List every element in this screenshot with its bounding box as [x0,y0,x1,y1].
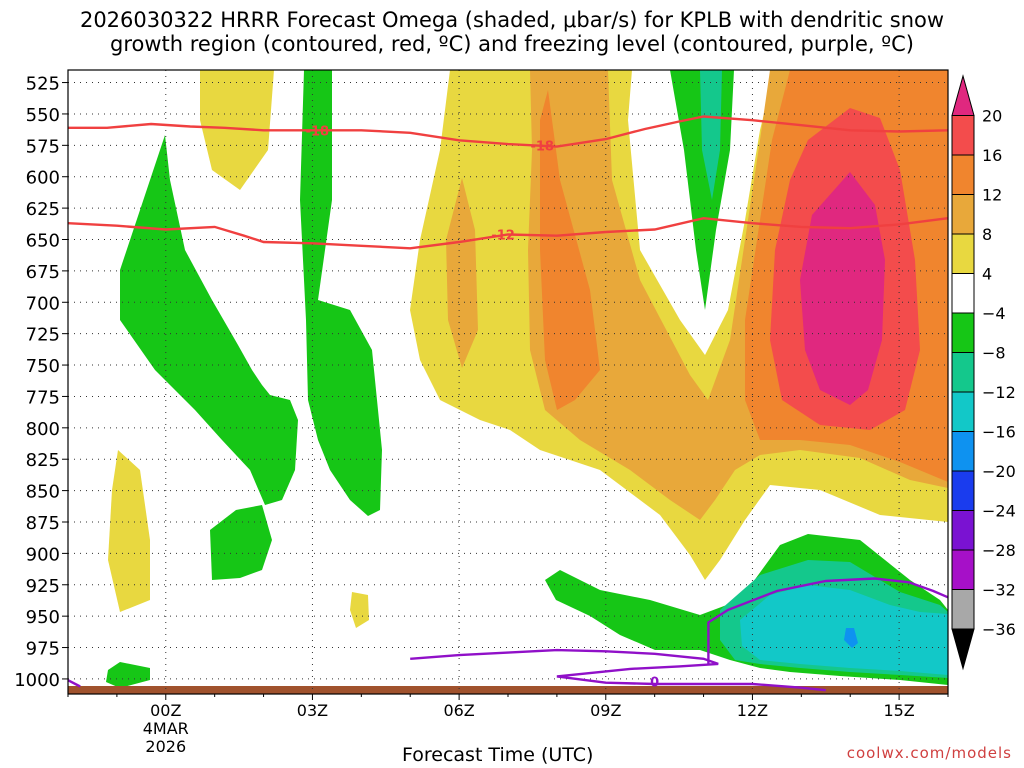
chart-title: 2026030322 HRRR Forecast Omega (shaded, … [0,8,1024,56]
y-tick-label: 925 [26,576,60,597]
y-tick-label: 975 [26,639,60,660]
colorbar-label: −8 [982,344,1006,363]
colorbar-swatch [951,431,975,472]
colorbar-label: −28 [982,541,1016,560]
colorbar-label: −12 [982,383,1016,402]
x-tick-label: 03Z [297,701,328,720]
y-tick-label: 850 [26,482,60,503]
colorbar-swatch [951,154,975,195]
omega-shading [68,70,948,694]
colorbar-swatch [951,233,975,274]
colorbar-bottom-arrow [951,628,975,671]
y-tick-label: 525 [26,74,60,95]
colorbar-swatch [951,194,975,235]
omega-shade-green-small [106,662,150,688]
omega-shade-yellow-small1 [108,450,150,612]
colorbar-label: −20 [982,462,1016,481]
y-tick-label: 575 [26,136,60,157]
colorbar-label: 8 [982,225,992,244]
colorbar-label: −32 [982,581,1016,600]
omega-shade-blue [844,628,858,648]
x-tick-year: 2026 [145,737,186,756]
colorbar-swatch [951,312,975,353]
colorbar: 20 16 12 8 4 −4 −8 −12 −16 −20 −24 −28 −32 −36 [951,74,1016,671]
y-tick-label: 700 [26,293,60,314]
colorbar-label: −16 [982,423,1016,442]
x-tick-label: 12Z [737,701,768,720]
y-tick-label: 650 [26,230,60,251]
colorbar-swatch [951,510,975,551]
colorbar-label: −4 [982,304,1006,323]
y-tick-label: 725 [26,325,60,346]
colorbar-swatch [951,391,975,432]
x-tick-label: 06Z [443,701,474,720]
y-tick-label: 900 [26,544,60,565]
contour-label: -18 [306,124,330,139]
contour-label: -12 [491,228,515,243]
contour-lines: -18 -18 -12 0 [67,115,949,692]
x-tick-label: 00Z [150,701,181,720]
ground-strip [68,686,948,694]
contour-segment [67,679,81,688]
grid-lines [68,70,948,694]
colorbar-label: 20 [982,107,1002,126]
contour-label: -18 [530,139,554,154]
colorbar-label: −24 [982,502,1016,521]
x-axis-label: Forecast Time (UTC) [402,744,594,766]
omega-shade-green-left [120,135,298,505]
omega-shade-yellow-small2 [350,592,369,628]
omega-shade-orange-left [446,178,478,368]
y-tick-label: 950 [26,607,60,628]
x-tick-label: 15Z [883,701,914,720]
y-tick-label: 1000 [14,670,60,691]
y-tick-label: 750 [26,356,60,377]
contour-dendritic-12c [67,216,949,250]
contour-dendritic-18c [68,115,949,148]
omega-shade-cyan [740,585,948,675]
title-line-1: 2026030322 HRRR Forecast Omega (shaded, … [79,8,945,32]
colorbar-label: 16 [982,146,1002,165]
contour-freezing-level-upper-branch [707,577,949,664]
colorbar-swatch [951,589,975,630]
credit-text: coolwx.com/models [846,744,1012,762]
y-tick-label: 625 [26,199,60,220]
omega-shade-magenta [800,172,885,405]
y-axis: 525 550 575 600 625 650 675 700 725 750 775 800 825 8… [14,74,68,691]
y-tick-label: 775 [26,387,60,408]
colorbar-swatch [951,352,975,393]
title-line-2: growth region (contoured, red, ºC) and f… [110,32,914,56]
y-tick-label: 550 [26,105,60,126]
colorbar-swatch [951,470,975,511]
colorbar-swatch [951,549,975,590]
colorbar-swatch [951,115,975,156]
y-tick-label: 825 [26,450,60,471]
omega-shade-green-col [300,70,382,516]
y-tick-label: 675 [26,262,60,283]
colorbar-label: 12 [982,186,1002,205]
y-tick-label: 800 [26,419,60,440]
y-tick-label: 600 [26,168,60,189]
omega-shade-green-mid [210,505,272,580]
y-tick-label: 875 [26,513,60,534]
contour-label: 0 [650,675,659,690]
omega-shade-yellow-left [200,70,274,190]
x-tick-date: 4MAR [143,719,189,738]
x-tick-label: 09Z [590,701,621,720]
colorbar-label: −36 [982,620,1016,639]
colorbar-top-arrow [951,74,975,116]
contour-freezing-level-0c [410,648,826,692]
colorbar-label: 4 [982,265,992,284]
colorbar-swatch [951,273,975,314]
